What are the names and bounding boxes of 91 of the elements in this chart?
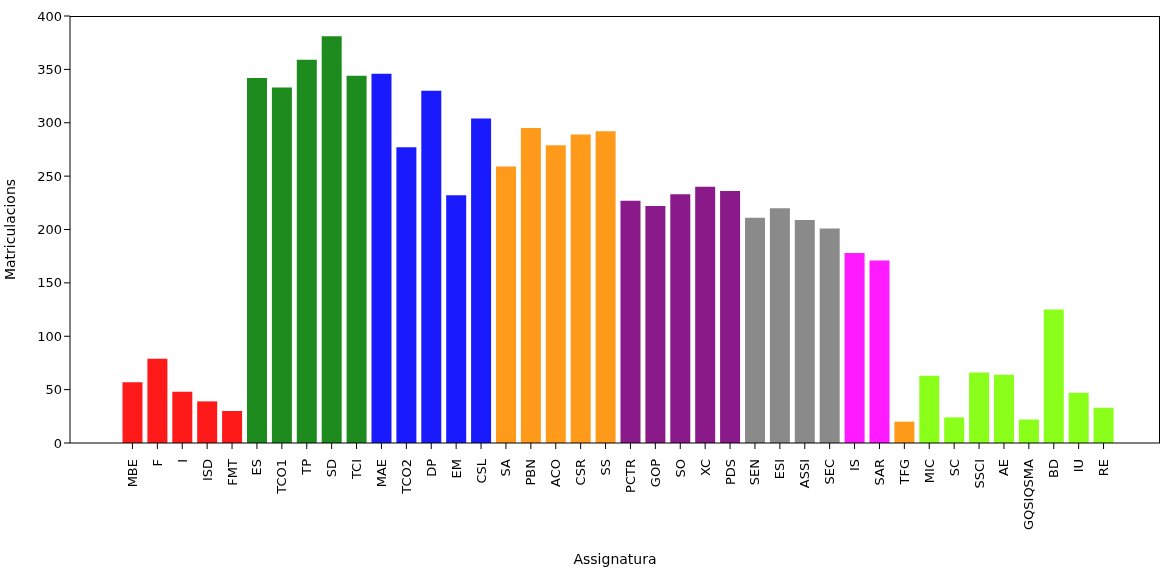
y-tick-label: 300: [37, 115, 62, 131]
x-tick-label: AE: [996, 459, 1012, 477]
bar: [744, 217, 765, 443]
x-tick-label: TFG: [896, 459, 912, 486]
x-tick-label: I: [174, 459, 190, 463]
bar: [819, 228, 840, 443]
bar: [894, 421, 915, 443]
x-tick-label: PCTR: [622, 459, 638, 493]
x-tick-label: EM: [448, 459, 464, 479]
x-tick-label: TCI: [349, 459, 365, 481]
x-tick-label: TCO1: [274, 459, 290, 495]
bar: [1093, 407, 1114, 443]
x-tick-label: SD: [324, 459, 340, 478]
bar: [769, 208, 790, 443]
bar: [122, 382, 143, 443]
x-tick-label: SAR: [871, 459, 887, 486]
x-tick-label: PBN: [523, 459, 539, 486]
bar: [172, 391, 193, 443]
x-tick-label: ESI: [772, 459, 788, 480]
x-axis-title: Assignatura: [573, 551, 657, 567]
x-tick-label: SS: [598, 459, 614, 476]
y-tick-label: 400: [37, 8, 62, 24]
x-tick-label: CSR: [573, 459, 589, 486]
bar: [495, 166, 516, 443]
bar: [271, 87, 292, 443]
x-tick-label: ES: [249, 459, 265, 476]
bar: [545, 145, 566, 443]
bar: [1018, 419, 1039, 443]
x-tick-label: FMT: [224, 458, 240, 486]
y-tick-label: 350: [37, 61, 62, 77]
bar: [222, 410, 243, 443]
bar: [595, 131, 616, 443]
bar: [720, 191, 741, 443]
x-tick-label: MIC: [921, 459, 937, 484]
bar: [993, 374, 1014, 443]
y-tick-label: 50: [45, 382, 62, 398]
x-tick-label: TP: [299, 458, 315, 476]
bar: [296, 59, 317, 443]
bar: [346, 75, 367, 443]
x-tick-label: DP: [423, 458, 439, 477]
bar: [944, 417, 965, 443]
x-tick-label: SC: [946, 459, 962, 477]
bar: [670, 194, 691, 443]
bar: [421, 90, 442, 443]
x-tick-label: MBE: [124, 459, 140, 488]
x-tick-label: RE: [1096, 459, 1112, 477]
bar: [321, 36, 342, 443]
x-tick-label: ISD: [199, 459, 215, 482]
x-tick-label: GOP: [647, 458, 663, 488]
x-tick-label: PDS: [722, 459, 738, 486]
bar: [695, 186, 716, 443]
y-axis-title: Matriculacions: [1, 178, 18, 281]
bar: [570, 134, 591, 443]
x-tick-label: SEC: [822, 459, 838, 485]
y-tick-label: 200: [37, 222, 62, 238]
x-tick-label: IS: [847, 459, 863, 472]
y-tick-label: 150: [37, 275, 62, 291]
bar: [471, 118, 492, 443]
bar: [1043, 309, 1064, 443]
x-tick-label: SSCI: [971, 459, 987, 489]
bar: [246, 77, 267, 443]
x-tick-label: CSL: [473, 458, 489, 484]
x-tick-label: SA: [498, 458, 514, 477]
x-tick-label: BD: [1046, 459, 1062, 478]
x-tick-label: XC: [697, 459, 713, 477]
x-tick-label: IU: [1071, 459, 1087, 473]
bar: [396, 147, 417, 443]
bar: [794, 219, 815, 443]
bar: [645, 206, 666, 443]
y-tick-label: 0: [53, 435, 62, 451]
bar: [147, 358, 168, 443]
x-tick-label: TCO2: [398, 459, 414, 495]
bar: [620, 200, 641, 443]
bar: [869, 260, 890, 443]
bar: [197, 401, 218, 443]
x-tick-label: F: [149, 459, 165, 467]
x-tick-label: SO: [672, 459, 688, 478]
bar: [844, 252, 865, 443]
bar: [919, 375, 940, 443]
bar: [371, 73, 392, 443]
x-tick-label: ACO: [548, 459, 564, 487]
y-tick-label: 100: [37, 328, 62, 344]
bar: [446, 195, 467, 443]
y-tick-label: 250: [37, 168, 62, 184]
x-tick-label: ASSI: [797, 459, 813, 489]
bar: [520, 128, 541, 443]
bar: [1068, 392, 1089, 443]
bar: [969, 372, 990, 443]
x-tick-label: SEN: [747, 459, 763, 486]
x-tick-label: MAE: [373, 459, 389, 488]
x-tick-label: GQSIQSMA: [1021, 458, 1037, 530]
